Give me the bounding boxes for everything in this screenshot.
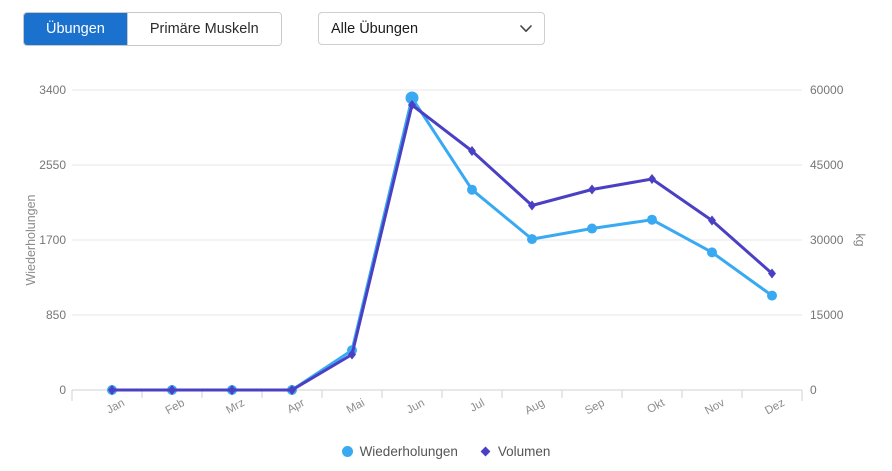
volumen-point-aug[interactable] (528, 200, 536, 211)
volumen-point-nov[interactable] (708, 215, 716, 226)
y-axis-right-tick-label: 45000 (810, 158, 844, 172)
wiederholungen-point-nov[interactable] (707, 247, 717, 258)
legend-item-volumen[interactable]: Volumen (480, 444, 551, 459)
volumen-point-sep[interactable] (588, 184, 596, 195)
wiederholungen-point-aug[interactable] (527, 234, 537, 245)
chart-legend: Wiederholungen Volumen (0, 444, 892, 459)
volumen-point-mrz[interactable] (228, 385, 236, 395)
legend-label-volumen: Volumen (497, 444, 551, 459)
y-axis-left-tick-label: 3400 (39, 83, 66, 97)
tab-uebungen[interactable]: Übungen (24, 13, 127, 45)
volumen-point-dez[interactable] (768, 268, 776, 279)
wiederholungen-point-dez[interactable] (767, 290, 777, 301)
y-axis-right-tick-label: 15000 (810, 308, 844, 322)
tab-primaere-muskeln[interactable]: Primäre Muskeln (126, 13, 281, 45)
y-axis-right-tick-label: 30000 (810, 233, 844, 247)
volumen-diamond-swatch (480, 446, 491, 457)
volumen-point-jan[interactable] (108, 385, 116, 395)
y-axis-left-tick-label: 0 (59, 383, 66, 397)
chevron-down-icon (520, 24, 532, 33)
view-toggle-group: Übungen Primäre Muskeln (23, 12, 282, 46)
volumen-point-jul[interactable] (468, 146, 476, 156)
y-axis-left-tick-label: 1700 (39, 233, 66, 247)
y-axis-left-tick-label: 850 (45, 308, 66, 322)
y-axis-right-tick-label: 60000 (810, 83, 844, 97)
volumen-point-apr[interactable] (288, 385, 296, 395)
exercise-filter-value: Alle Übungen (331, 20, 419, 37)
volumen-point-okt[interactable] (648, 174, 656, 184)
wiederholungen-circle-swatch (341, 446, 353, 457)
wiederholungen-point-jul[interactable] (467, 184, 477, 195)
left-axis-title: Wiederholungen (24, 194, 38, 286)
volumen-point-jun[interactable] (408, 100, 416, 110)
exercise-filter-select[interactable]: Alle Übungen (318, 12, 545, 45)
wiederholungen-point-okt[interactable] (647, 214, 657, 225)
volumen-line (110, 103, 774, 392)
volumen-point-mai[interactable] (348, 349, 356, 360)
wiederholungen-point-jun[interactable] (405, 91, 419, 105)
legend-label-wiederholungen: Wiederholungen (359, 444, 458, 459)
legend-item-wiederholungen[interactable]: Wiederholungen (341, 444, 458, 459)
right-axis-title: kg (853, 233, 867, 247)
chart-toolbar: Übungen Primäre Muskeln Alle Übungen (0, 0, 892, 58)
wiederholungen-line (110, 96, 774, 392)
y-axis-right-tick-label: 0 (810, 383, 817, 397)
y-axis-left-tick-label: 2550 (39, 158, 66, 172)
wiederholungen-point-sep[interactable] (587, 223, 597, 234)
volumen-point-feb[interactable] (168, 385, 176, 395)
